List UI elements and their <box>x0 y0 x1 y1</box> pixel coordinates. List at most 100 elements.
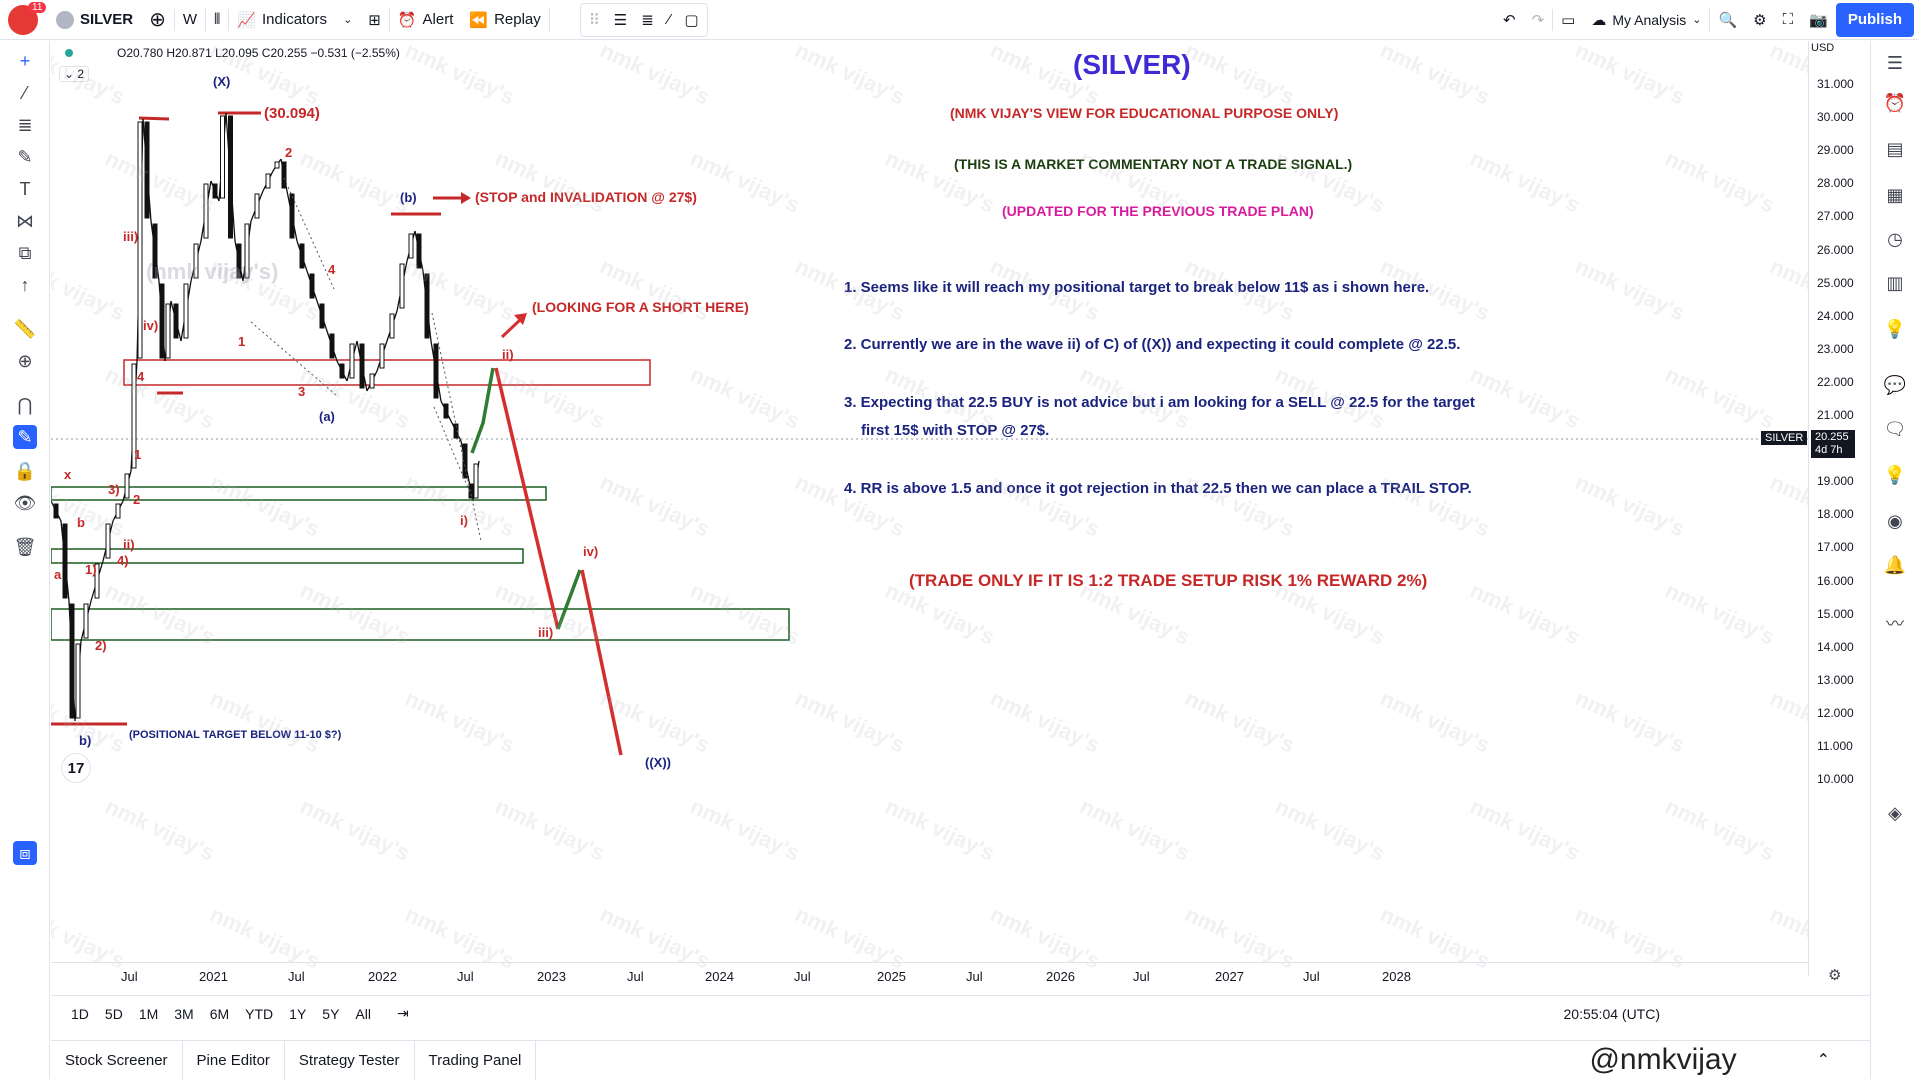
fib-tool-icon[interactable]: ≣ <box>17 114 33 135</box>
projection-up-2 <box>556 569 582 630</box>
legend-collapse-button[interactable]: ⌄ 2 <box>59 66 90 82</box>
range-button[interactable]: 5Y <box>322 1005 340 1022</box>
range-button[interactable]: 1Y <box>289 1005 307 1022</box>
fib-channel-icon[interactable]: ≣ <box>641 11 654 29</box>
wave-label-1: 1 <box>238 334 246 349</box>
lock-icon[interactable]: 🔒 <box>13 460 37 481</box>
save-layout-button[interactable]: ☁ My Analysis ⌄ <box>1591 11 1702 29</box>
range-button[interactable]: 1M <box>138 1005 159 1022</box>
range-button[interactable]: All <box>355 1005 371 1022</box>
messages-icon[interactable]: 🗨 <box>1883 418 1907 439</box>
collapse-panel-icon[interactable]: ⌃ <box>1816 1052 1830 1069</box>
fib-icon[interactable]: ☰ <box>613 11 628 29</box>
time-axis[interactable]: Jul 2021 Jul 2022 Jul 2023 Jul 2024 Jul 2025 Jul 20… <box>51 962 1808 988</box>
ideas-stream-icon[interactable]: 💡 <box>1883 464 1907 485</box>
streams-icon[interactable]: ◉ <box>1887 510 1903 531</box>
time-tick: Jul <box>457 969 474 984</box>
stay-drawing-icon[interactable]: ✎ <box>13 425 37 449</box>
wave-label-XX: ((X)) <box>645 755 671 770</box>
rectangle-icon[interactable]: ▢ <box>684 11 699 29</box>
interval-button[interactable]: W <box>182 11 198 28</box>
indicators-button[interactable]: 📈 Indicators ⌄ <box>237 11 353 29</box>
drag-handle-icon[interactable]: ⠿ <box>588 11 600 29</box>
ruler-icon[interactable]: 📏 <box>13 318 37 339</box>
object-tree-icon[interactable]: ⧈ <box>13 841 37 865</box>
trade-rule: (TRADE ONLY IF IT IS 1:2 TRADE SETUP RIS… <box>909 571 1428 590</box>
alert-button[interactable]: ⏰ Alert <box>397 11 454 29</box>
wave-label-a-small: a <box>54 567 62 582</box>
candle <box>399 263 405 309</box>
axis-settings-button[interactable]: ⚙ <box>1828 966 1841 984</box>
chats-icon[interactable]: 💬 <box>1883 374 1907 395</box>
fullscreen-button[interactable]: ⛶ <box>1775 0 1802 40</box>
candle <box>369 373 375 389</box>
range-button[interactable]: 6M <box>209 1005 230 1022</box>
text-tool-icon[interactable]: T <box>19 178 31 199</box>
magnet-icon[interactable]: ⋂ <box>17 394 33 415</box>
templates-button[interactable]: ⊞ <box>360 0 389 40</box>
brush-icon[interactable]: ✎ <box>17 146 33 167</box>
grid-icon: ⊞ <box>368 11 381 29</box>
price-tick: 21.000 <box>1817 408 1854 422</box>
time-tick: Jul <box>288 969 305 984</box>
range-button[interactable]: 1D <box>71 1005 89 1022</box>
layers-icon[interactable]: ◈ <box>1888 802 1902 823</box>
alerts-icon[interactable]: ⏰ <box>1883 92 1907 113</box>
cloud-icon: ☁ <box>1591 11 1607 29</box>
trend-line-icon[interactable]: ⁄ <box>667 11 671 28</box>
compare-button[interactable]: ⊕ <box>141 0 174 40</box>
candles-group <box>51 112 480 722</box>
top-marker <box>138 116 170 121</box>
bottom-tab[interactable]: Pine Editor <box>183 1040 285 1080</box>
news-icon[interactable]: ▥ <box>1886 272 1904 293</box>
clock[interactable]: 20:55:04 (UTC) <box>1563 1005 1660 1022</box>
prediction-tool-icon[interactable]: ⧉ <box>18 242 32 263</box>
trash-icon[interactable]: 🗑 <box>13 536 37 557</box>
wave-label-3: 3 <box>298 384 306 399</box>
user-menu[interactable]: 11 <box>0 0 48 40</box>
ideas-icon[interactable]: 💡 <box>1883 318 1907 339</box>
currency-selector[interactable]: USD <box>1811 42 1835 54</box>
candle <box>193 243 199 279</box>
go-to-date-icon[interactable]: ⇥ <box>396 1005 409 1021</box>
price-tick: 25.000 <box>1817 275 1854 290</box>
hotlists-icon[interactable]: ▦ <box>1886 184 1904 205</box>
redo-button[interactable]: ↷ <box>1524 0 1553 40</box>
candle <box>212 183 218 199</box>
chart-pane[interactable]: O20.780 H20.871 L20.095 C20.255 −0.531 (… <box>51 41 1808 976</box>
pattern-tool-icon[interactable]: ⋈ <box>16 210 34 231</box>
bottom-tab[interactable]: Strategy Tester <box>285 1040 415 1080</box>
layout-button[interactable]: ▭ <box>1553 0 1583 40</box>
undo-button[interactable]: ↶ <box>1495 0 1524 40</box>
range-button[interactable]: YTD <box>245 1005 274 1022</box>
search-button[interactable]: 🔍 <box>1710 0 1745 40</box>
arrow-up-icon[interactable]: ↑ <box>20 274 30 295</box>
tradingview-logo[interactable]: 17 <box>61 753 91 783</box>
watchlist-icon[interactable]: ☰ <box>1886 52 1904 73</box>
snapshot-button[interactable]: 📷 <box>1801 0 1836 40</box>
range-button[interactable]: 5D <box>104 1005 123 1022</box>
trading-icon[interactable]: 〰 <box>1886 614 1904 634</box>
price-chart[interactable] <box>51 41 1808 976</box>
data-window-icon[interactable]: ▤ <box>1886 138 1904 159</box>
chart-type-button[interactable]: ⫴ <box>206 0 228 40</box>
trend-line-tool-icon[interactable]: ⁄ <box>23 82 27 103</box>
notifications-icon[interactable]: 🔔 <box>1883 554 1907 575</box>
candle <box>53 503 59 519</box>
range-button[interactable]: 3M <box>174 1005 194 1022</box>
bottom-tab[interactable]: Trading Panel <box>415 1040 537 1080</box>
publish-button[interactable]: Publish <box>1835 2 1914 37</box>
crosshair-icon[interactable]: + <box>19 50 31 71</box>
wave-label-x: x <box>64 467 72 482</box>
undo-icon: ↶ <box>1503 11 1516 29</box>
price-axis[interactable]: USD 31.000 30.000 29.000 28.000 27.000 26.000… <box>1761 41 1870 976</box>
replay-button[interactable]: ⏪ Replay <box>469 11 541 29</box>
time-tick: 2027 <box>1215 969 1244 984</box>
calendar-icon[interactable]: ◷ <box>1887 228 1903 249</box>
eye-icon[interactable]: 👁 <box>13 492 37 513</box>
zoom-in-icon[interactable]: ⊕ <box>17 350 33 371</box>
settings-button[interactable]: ⚙ <box>1745 0 1774 40</box>
bottom-tab[interactable]: Stock Screener <box>51 1040 183 1080</box>
price-tick: 18.000 <box>1817 507 1854 522</box>
symbol-search[interactable]: SILVER <box>48 0 141 40</box>
